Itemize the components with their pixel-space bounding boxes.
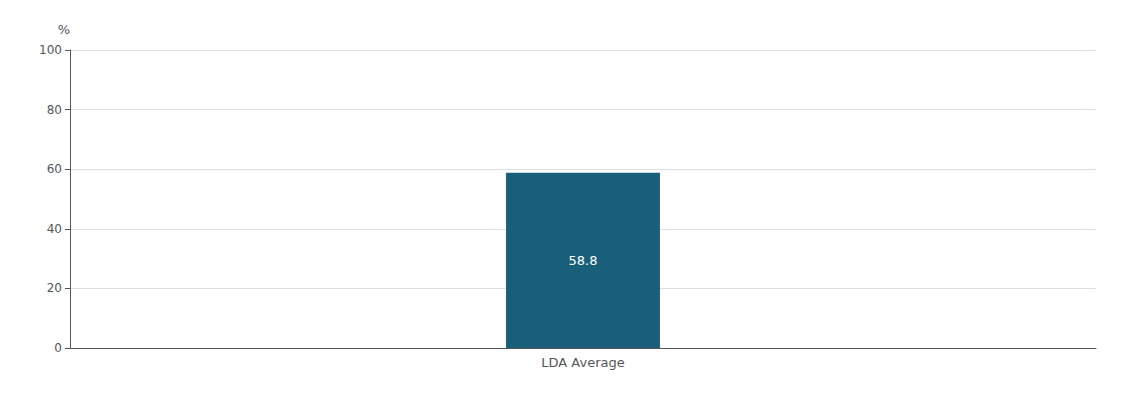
svg-text:20: 20 <box>47 281 62 295</box>
svg-text:40: 40 <box>47 222 62 236</box>
svg-text:80: 80 <box>47 103 62 117</box>
svg-text:58.8: 58.8 <box>569 253 598 268</box>
svg-text:LDA Average: LDA Average <box>541 355 624 370</box>
svg-text:100: 100 <box>39 43 62 57</box>
svg-text:%: % <box>58 22 70 37</box>
svg-text:60: 60 <box>47 162 62 176</box>
svg-text:0: 0 <box>54 341 62 355</box>
